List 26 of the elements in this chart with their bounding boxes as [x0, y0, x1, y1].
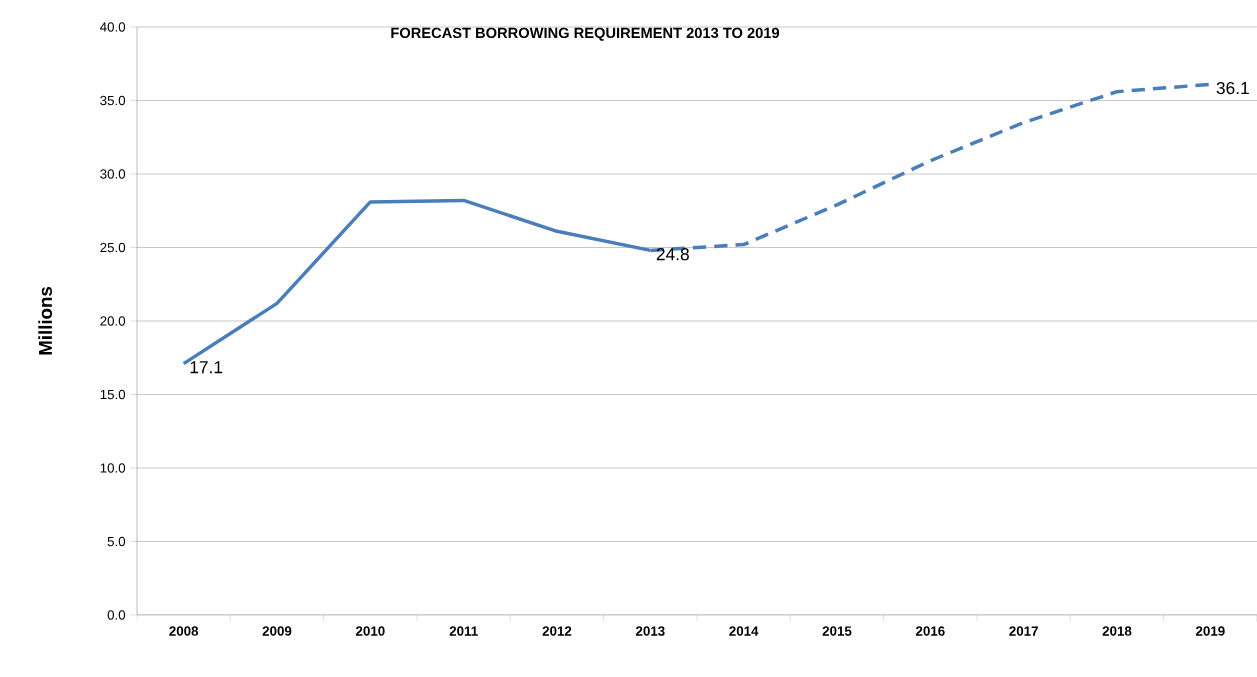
- y-tick-label: 40.0: [99, 22, 126, 32]
- x-tick-label: 2008: [169, 626, 199, 636]
- y-axis-title: Millions: [38, 286, 53, 355]
- y-tick-label: 5.0: [107, 536, 126, 547]
- x-tick-label: 2014: [729, 626, 759, 636]
- data-label: 24.8: [656, 248, 689, 261]
- y-tick-label: 20.0: [100, 316, 126, 326]
- x-tick-label: 2010: [355, 626, 385, 636]
- data-label: 36.1: [1216, 81, 1249, 95]
- x-tick-label: 2018: [1102, 626, 1132, 636]
- y-tick-label: 25.0: [100, 242, 126, 253]
- x-tick-label: 2019: [1195, 626, 1225, 636]
- y-tick-label: 15.0: [100, 389, 126, 400]
- data-label: 17.1: [190, 361, 223, 374]
- chart-title: FORECAST BORROWING REQUIREMENT 2013 TO 2019: [391, 27, 780, 41]
- x-tick-label: 2016: [915, 626, 945, 636]
- y-tick-label: 0.0: [107, 610, 126, 620]
- y-tick-label: 35.0: [100, 95, 126, 106]
- y-tick-label: 10.0: [100, 463, 126, 473]
- x-tick-label: 2013: [635, 626, 665, 636]
- x-tick-label: 2017: [1009, 626, 1038, 636]
- x-tick-label: 2011: [449, 626, 478, 636]
- x-tick-label: 2012: [542, 626, 572, 636]
- x-tick-label: 2015: [822, 626, 852, 636]
- y-tick-label: 30.0: [100, 169, 126, 179]
- x-tick-label: 2009: [262, 626, 292, 636]
